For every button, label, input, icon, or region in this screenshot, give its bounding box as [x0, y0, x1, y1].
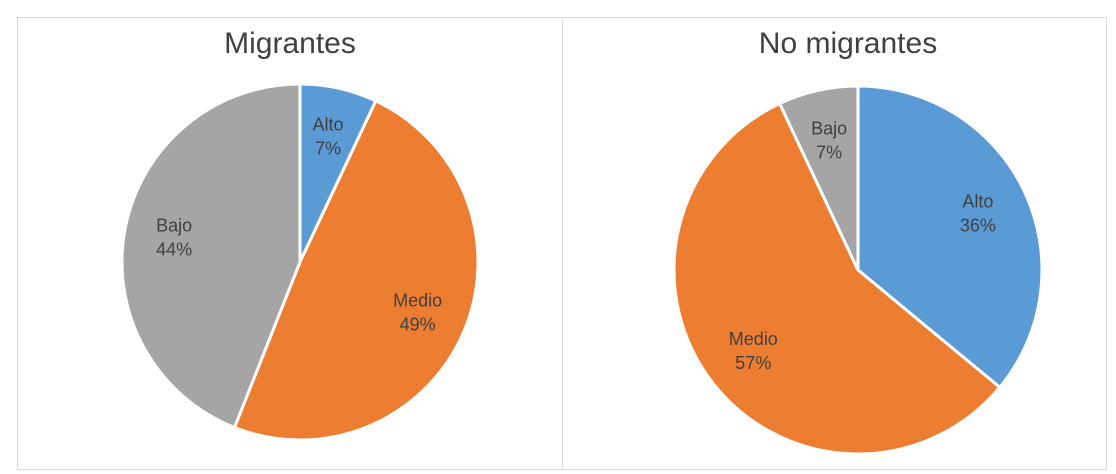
pie-slice	[232, 98, 480, 442]
data-label-value: 57%	[735, 353, 771, 373]
pie-slice	[672, 101, 1002, 456]
data-label-value: 36%	[960, 215, 996, 235]
data-label-category: Medio	[729, 329, 778, 349]
data-label-value: 49%	[400, 315, 436, 335]
pie-slice	[120, 82, 302, 430]
data-label-category: Bajo	[156, 216, 192, 236]
pie-slice	[856, 84, 1044, 390]
data-label-category: Bajo	[811, 118, 847, 138]
data-label-value: 7%	[816, 142, 842, 162]
data-label-category: Alto	[312, 115, 343, 135]
chart-title: Migrantes	[224, 27, 356, 60]
panel-border	[562, 17, 1107, 470]
chart-title: No migrantes	[759, 27, 937, 60]
data-label-category: Medio	[393, 291, 442, 311]
data-label-value: 44%	[156, 240, 192, 260]
pie-slice	[777, 84, 860, 271]
data-label-category: Alto	[962, 191, 993, 211]
data-label-value: 7%	[315, 139, 341, 159]
